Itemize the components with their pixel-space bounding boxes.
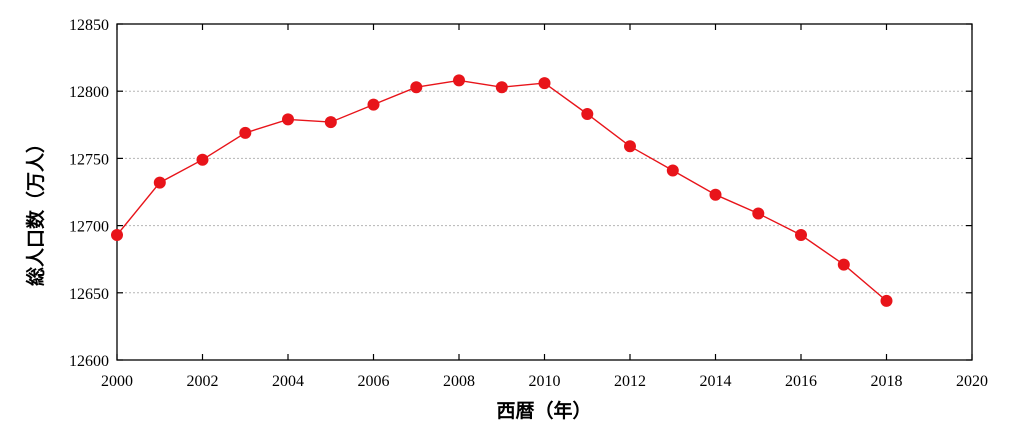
- y-tick-label: 12800: [69, 84, 109, 101]
- plot-area-frame: [116, 23, 973, 361]
- data-point: [196, 153, 209, 166]
- x-tick-label: 2000: [101, 373, 133, 390]
- data-series: [111, 74, 893, 307]
- y-tick-label: 12600: [69, 353, 109, 370]
- x-tick-label: 2014: [700, 373, 732, 390]
- data-point: [624, 140, 636, 153]
- data-point: [239, 126, 252, 139]
- x-tick-label: 2012: [614, 373, 646, 390]
- grid-lines: [117, 90, 972, 294]
- data-point: [410, 81, 423, 94]
- data-point: [495, 81, 508, 94]
- data-point: [153, 176, 166, 189]
- axis-tick-labels: 12600 12650 12700 12750 12800 12850 2000 2002 20…: [69, 17, 988, 390]
- x-tick-label: 2018: [871, 373, 903, 390]
- y-axis-label: 総人口数（万人）: [24, 134, 47, 286]
- x-tick-label: 2020: [956, 373, 988, 390]
- x-axis-label: 西暦（年）: [496, 399, 591, 422]
- data-point: [581, 108, 594, 120]
- data-point: [367, 98, 380, 111]
- series-line: [116, 79, 887, 302]
- data-point: [453, 74, 465, 87]
- x-tick-label: 2004: [272, 373, 304, 390]
- data-point: [324, 116, 337, 129]
- data-point: [709, 188, 722, 201]
- data-point: [880, 294, 893, 307]
- data-point: [666, 164, 679, 177]
- y-tick-label: 12750: [69, 151, 109, 168]
- y-tick-label: 12850: [69, 17, 109, 34]
- data-point: [282, 113, 294, 126]
- data-point: [795, 229, 807, 241]
- data-point: [837, 258, 850, 271]
- x-tick-label: 2006: [358, 373, 390, 390]
- y-tick-label: 12650: [69, 286, 109, 303]
- x-tick-label: 2010: [529, 373, 561, 390]
- data-point: [111, 229, 123, 241]
- x-tick-label: 2016: [785, 373, 817, 390]
- data-point: [538, 77, 551, 90]
- axis-ticks: [116, 23, 973, 361]
- x-tick-label: 2002: [187, 373, 219, 390]
- x-tick-label: 2008: [443, 373, 475, 390]
- data-point: [752, 207, 765, 220]
- y-tick-label: 12700: [69, 219, 109, 236]
